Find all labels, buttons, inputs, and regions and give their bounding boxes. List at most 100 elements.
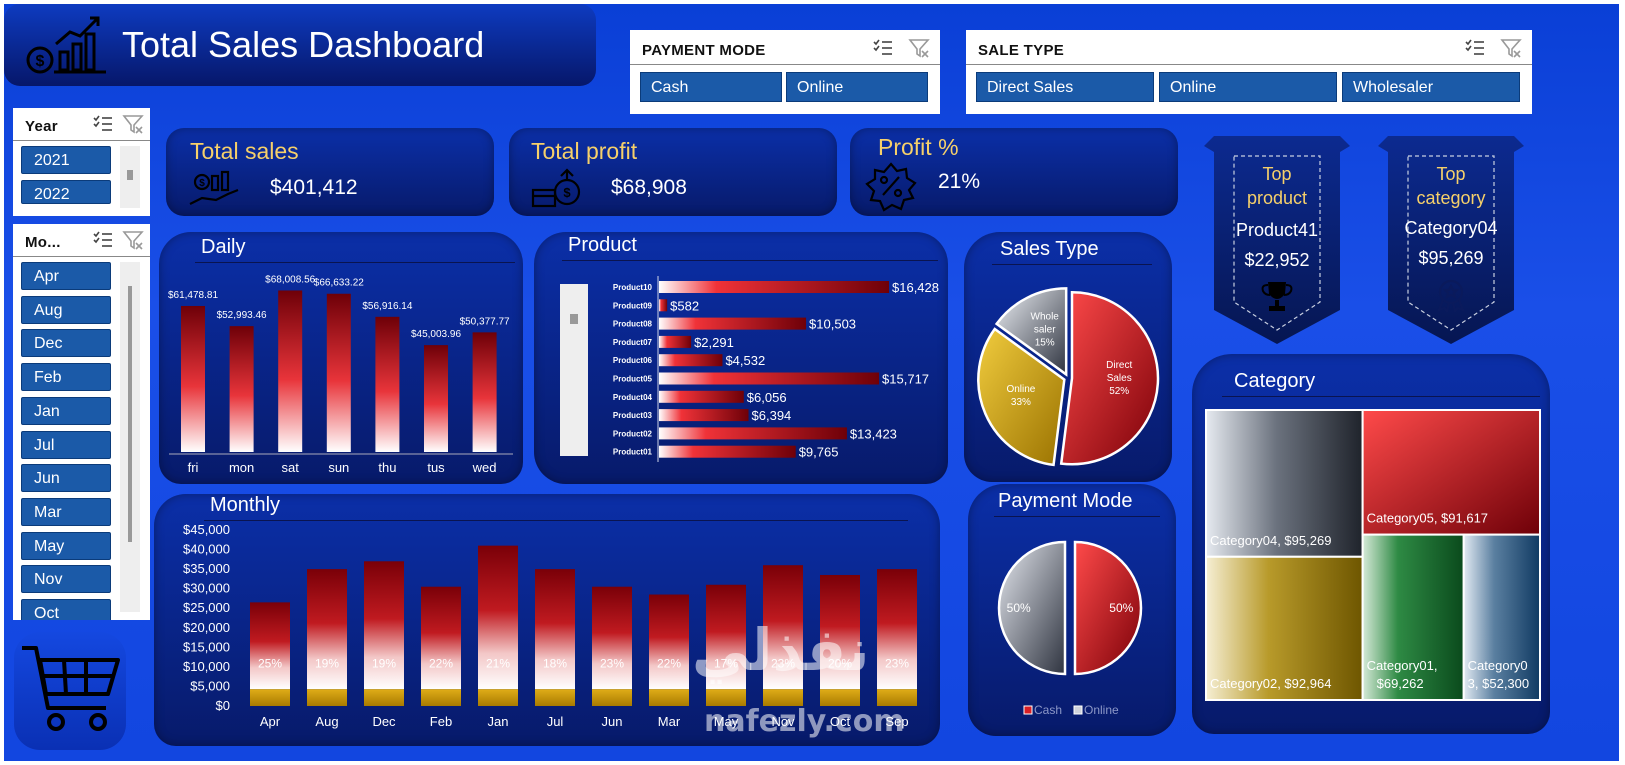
monthly-x-tick: Aug — [315, 714, 338, 729]
pie-slice — [997, 540, 1067, 676]
treemap-label: Category02, $92,964 — [1210, 676, 1331, 691]
month-jan-button[interactable]: Jan — [21, 396, 111, 425]
pie-slice — [1073, 540, 1143, 676]
monthly-profit-bar — [763, 689, 803, 706]
month-jun-button[interactable]: Jun — [21, 464, 111, 493]
monthly-y-tick: $35,000 — [183, 561, 230, 576]
payment-mode-cash-button[interactable]: Cash — [640, 72, 782, 102]
monthly-x-tick: Feb — [430, 714, 452, 729]
payment-mode-slicer: PAYMENT MODE Cash Online — [630, 30, 940, 114]
year-slicer: Year 2021 2022 — [13, 108, 150, 216]
month-slicer: Mo... Apr Aug Dec Feb Jan Jul Jun Mar May Nov Oct — [13, 224, 150, 620]
product-bar-label: $13,423 — [850, 426, 897, 441]
top-category-ribbon: Top category Category04 $95,269 — [1378, 132, 1524, 346]
monthly-profit-bar — [478, 689, 518, 706]
month-apr-button[interactable]: Apr — [21, 262, 111, 290]
legend-swatch — [1073, 705, 1083, 715]
monthly-profit-label: 19% — [372, 657, 396, 671]
trophy-icon — [1261, 282, 1293, 311]
cash-stack-icon: $ — [531, 168, 581, 208]
payment-mode-legend-label: Cash — [1034, 703, 1062, 717]
multi-select-icon[interactable] — [872, 37, 894, 59]
daily-bar — [326, 293, 351, 452]
month-feb-button[interactable]: Feb — [21, 363, 111, 392]
month-may-button[interactable]: May — [21, 531, 111, 560]
product-bar-label: $4,532 — [725, 353, 765, 368]
treemap-tile — [1462, 533, 1542, 701]
monthly-chart-title: Monthly — [210, 494, 281, 516]
month-mar-button[interactable]: Mar — [21, 497, 111, 526]
year-2022-button[interactable]: 2022 — [21, 180, 111, 204]
daily-bar-label: $66,633.22 — [314, 278, 364, 289]
daily-x-tick: fri — [188, 460, 199, 475]
multi-select-icon[interactable] — [92, 229, 114, 251]
month-jul-button[interactable]: Jul — [21, 430, 111, 459]
product-bar — [659, 427, 847, 440]
top-category-name: Category04 — [1404, 218, 1498, 238]
monthly-profit-bar — [364, 689, 404, 706]
monthly-y-tick: $0 — [216, 698, 230, 713]
daily-bar-label: $56,916.14 — [362, 301, 412, 312]
payment-mode-online-button[interactable]: Online — [786, 72, 928, 102]
year-scrollbar[interactable] — [120, 146, 140, 208]
top-category-label-line2: category — [1416, 188, 1486, 208]
legend-swatch — [1023, 705, 1033, 715]
svg-text:$: $ — [36, 53, 45, 70]
clear-filter-icon[interactable] — [122, 229, 144, 251]
monthly-profit-label: 21% — [486, 657, 510, 671]
sale-type-slicer: SALE TYPE Direct Sales Online Wholesaler — [966, 30, 1532, 114]
monthly-profit-label: 23% — [771, 657, 795, 671]
kpi-profit-pct-value: 21% — [938, 170, 981, 193]
month-nov-button[interactable]: Nov — [21, 565, 111, 594]
monthly-x-tick: Dec — [372, 714, 396, 729]
daily-x-tick: sat — [282, 460, 300, 475]
daily-bar-label: $68,008.56 — [265, 274, 315, 285]
sale-type-online-button[interactable]: Online — [1159, 72, 1337, 102]
product-bar-label: $6,056 — [747, 390, 787, 405]
clear-filter-icon[interactable] — [122, 113, 144, 135]
monthly-profit-bar — [877, 689, 917, 706]
product-scrollbar[interactable] — [560, 284, 588, 456]
sales-type-chart-card: Sales Type Direct Sales 52% Online 33% Whole s… — [964, 232, 1172, 482]
payment-mode-pie-chart: 50% 50% Cash Online — [997, 540, 1143, 717]
monthly-profit-bar — [250, 689, 290, 706]
year-2021-button[interactable]: 2021 — [21, 146, 111, 174]
sales-type-slice-label: 33% — [1011, 397, 1031, 408]
sales-type-slice-label: Whole — [1031, 311, 1060, 322]
product-bar-label: $16,428 — [892, 280, 939, 295]
clear-filter-icon[interactable] — [908, 37, 930, 59]
sales-type-slice-label: Online — [1006, 384, 1035, 395]
month-dec-button[interactable]: Dec — [21, 329, 111, 358]
kpi-total-profit-card: Total profit $ $68,908 — [509, 128, 837, 216]
cart-button[interactable] — [14, 632, 126, 750]
kpi-total-sales-card: Total sales $ $401,412 — [166, 128, 494, 216]
clear-filter-icon[interactable] — [1500, 37, 1522, 59]
sales-type-slice-label: Sales — [1107, 373, 1132, 384]
top-product-value: $22,952 — [1244, 250, 1310, 270]
monthly-profit-label: 23% — [600, 657, 624, 671]
monthly-y-tick: $25,000 — [183, 600, 230, 615]
sale-type-wholesaler-button[interactable]: Wholesaler — [1342, 72, 1520, 102]
product-bar-label: $15,717 — [882, 372, 929, 387]
sale-type-direct-sales-button[interactable]: Direct Sales — [976, 72, 1154, 102]
monthly-bar — [364, 561, 404, 690]
monthly-profit-bar — [592, 689, 632, 706]
payment-mode-slicer-label: PAYMENT MODE — [642, 42, 766, 59]
monthly-y-tick: $5,000 — [190, 678, 230, 693]
month-scrollbar[interactable] — [120, 262, 140, 612]
multi-select-icon[interactable] — [92, 113, 114, 135]
product-bar — [659, 281, 889, 293]
sale-type-slicer-label: SALE TYPE — [978, 42, 1065, 59]
top-product-name: Product41 — [1235, 220, 1319, 240]
multi-select-icon[interactable] — [1464, 37, 1486, 59]
monthly-bar — [820, 574, 860, 690]
daily-bar — [278, 290, 303, 452]
month-oct-button[interactable]: Oct — [21, 599, 111, 620]
daily-chart: $61,478.81 fri $52,993.46 mon $68,008.56 sat $… — [168, 274, 513, 475]
month-aug-button[interactable]: Aug — [21, 295, 111, 324]
sales-type-slice-label: 52% — [1109, 386, 1129, 397]
year-slicer-label: Year — [25, 118, 58, 135]
sales-type-pie-chart: Direct Sales 52% Online 33% Whole saler 15% — [977, 287, 1160, 467]
monthly-profit-bar — [307, 689, 347, 706]
product-y-tick: Product05 — [613, 375, 653, 384]
